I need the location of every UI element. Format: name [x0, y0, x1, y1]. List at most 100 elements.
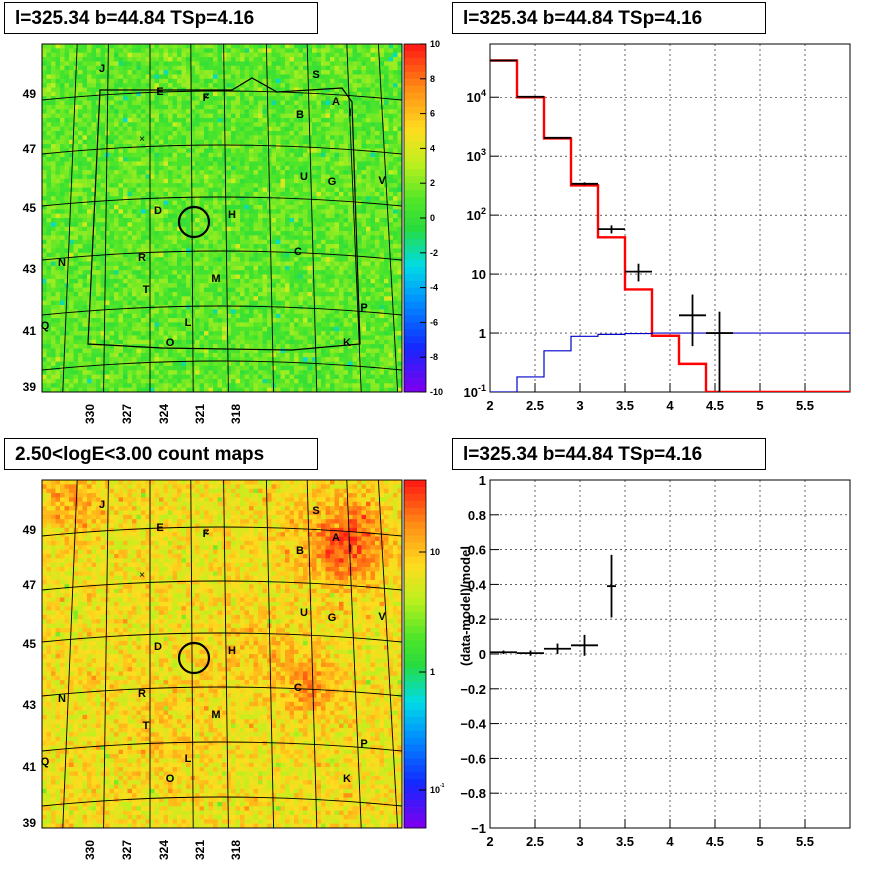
longitude-line [190, 480, 194, 828]
colorbar-bin [404, 521, 426, 530]
cross-marker: × [139, 570, 145, 581]
colorbar-bin [404, 57, 426, 66]
colorbar-bin [404, 633, 426, 641]
longitude-line [223, 44, 229, 392]
y-tick-label: 39 [23, 380, 37, 394]
source-label-P: P [360, 738, 367, 750]
colorbar-bin [404, 507, 426, 516]
residual-ratio-panel: 2 2.5 3 3.5 4 4.5 5 5.5 1 0.8 0.6 0.4 0.2 0 −0.2 −0.4 −0… [458, 473, 851, 849]
colorbar-bin [404, 218, 426, 226]
colorbar-bin [404, 176, 426, 184]
x-tick-label: 2.5 [526, 834, 544, 849]
x-tick-label: 5 [756, 834, 763, 849]
colorbar-tick-label: 10 [430, 39, 440, 49]
colorbar-bin [404, 50, 426, 59]
y-tick-label: −0.8 [460, 786, 486, 801]
cross-marker: × [139, 134, 145, 145]
data-point [679, 294, 706, 347]
x-tick-label: 5 [756, 398, 763, 413]
colorbar-bin [404, 486, 426, 495]
longitude-line [62, 480, 78, 828]
colorbar-tick-label: 1 [430, 667, 435, 677]
source-label-O: O [166, 337, 175, 349]
y-tick-label: 10 [472, 267, 486, 282]
colorbar-bin [404, 647, 426, 655]
longitude-line [265, 44, 275, 392]
y-tick-label: 49 [23, 87, 37, 101]
colorbar-bin [404, 294, 426, 302]
x-tick-label: 318 [229, 404, 243, 424]
source-label-K: K [343, 337, 351, 349]
source-label-E: E [156, 86, 163, 98]
y-tick-label: 49 [23, 523, 37, 537]
colorbar-bin [404, 723, 426, 731]
y-tick-label: 47 [23, 142, 37, 156]
colorbar-bin [404, 245, 426, 254]
cross-marker: × [203, 528, 209, 539]
colorbar-bin [404, 674, 426, 683]
heatmap-cells [42, 480, 402, 828]
y-tick-label: 45 [23, 201, 37, 215]
colorbar-bin [404, 758, 426, 766]
colorbar-bin [404, 800, 426, 808]
colorbar-bin [404, 765, 426, 773]
colorbar-bin [404, 343, 426, 351]
colorbar-bin [404, 514, 426, 523]
colorbar-bin [404, 99, 426, 107]
source-label-G: G [328, 612, 337, 624]
colorbar-bin [404, 660, 426, 669]
colorbar-bin [404, 563, 426, 571]
colorbar-bin [404, 357, 426, 365]
model-histogram [490, 59, 850, 392]
colorbar-bin [404, 148, 426, 156]
latitude-line [42, 632, 402, 643]
source-label-A: A [332, 532, 340, 544]
colorbar-bin [404, 584, 426, 592]
colorbar-bin [404, 667, 426, 676]
colorbar-bin [404, 315, 426, 323]
y-tick-label: 45 [23, 637, 37, 651]
data-point [706, 311, 733, 392]
x-tick-label: 330 [83, 404, 97, 424]
y-tick-label: 41 [23, 324, 37, 338]
source-label-K: K [343, 773, 351, 785]
data-point [517, 650, 544, 656]
colorbar-bin [404, 224, 426, 233]
data-point [607, 554, 616, 618]
x-tick-label: 327 [120, 404, 134, 424]
x-tick-label: 327 [120, 840, 134, 860]
colorbar-bin [404, 751, 426, 759]
y-tick-label: −0.4 [460, 717, 486, 732]
latitude-line [42, 796, 402, 807]
colorbar-bin [404, 120, 426, 128]
latitude-line [42, 90, 402, 101]
longitude-line [377, 44, 399, 392]
colorbar-tick-label: 8 [430, 74, 435, 84]
source-label-I: I [348, 543, 351, 555]
source-label-D: D [154, 641, 162, 653]
colorbar-bin [404, 197, 426, 205]
source-label-G: G [328, 176, 337, 188]
colorbar-bin [404, 238, 426, 247]
source-label-H: H [228, 209, 236, 221]
latitude-line [42, 526, 402, 537]
x-tick-label: 321 [193, 404, 207, 424]
residual-ratio-title: l=325.34 b=44.84 TSp=4.16 [452, 438, 766, 470]
map-frame [41, 43, 403, 393]
colorbar-tick-label: 2 [430, 178, 435, 188]
colorbar-bin [404, 329, 426, 337]
y-tick-label: 102 [467, 206, 486, 223]
colorbar-bin [404, 702, 426, 710]
longitude-line [265, 480, 275, 828]
colorbar-bin [404, 204, 426, 212]
longitude-line [346, 44, 362, 392]
x-tick-label: 5.5 [796, 834, 814, 849]
source-label-L: L [185, 317, 192, 329]
data-point [490, 650, 517, 654]
colorbar-bin [404, 280, 426, 288]
source-label-F: F [203, 528, 210, 540]
source-labels: J S E F AI B U G V D H C N R M T P L Q O K [41, 63, 387, 349]
spectrum-title: l=325.34 b=44.84 TSp=4.16 [452, 2, 766, 34]
source-label-M: M [211, 273, 220, 285]
